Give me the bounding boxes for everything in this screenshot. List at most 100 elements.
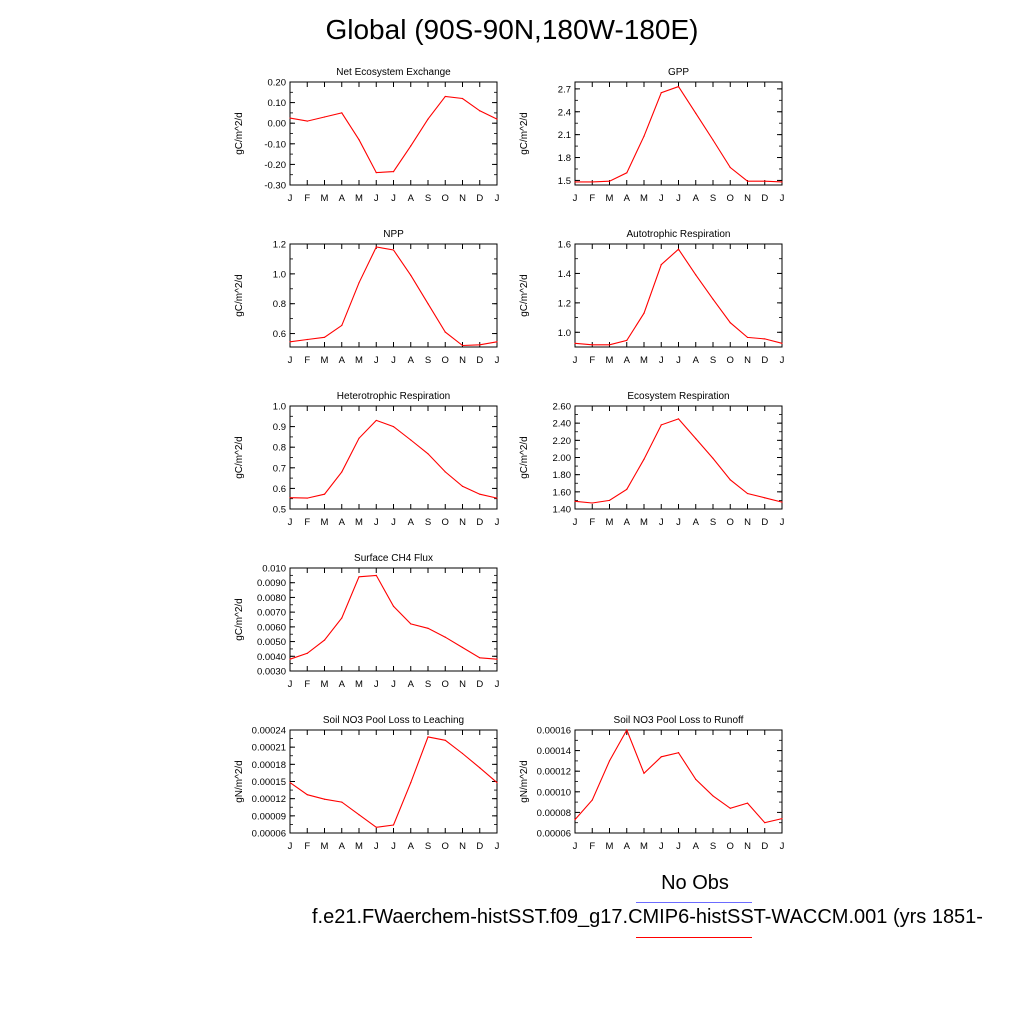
x-tick-label: O (727, 355, 734, 366)
x-tick-label: M (355, 193, 363, 204)
plot-frame (289, 405, 498, 510)
x-tick-label: J (780, 841, 785, 852)
x-tick-label: N (459, 841, 466, 852)
y-tick-label: 1.60 (553, 487, 572, 498)
y-axis-label: gC/m^2/d (234, 598, 245, 641)
data-point (626, 172, 628, 174)
data-point (677, 85, 680, 88)
data-point (781, 342, 783, 344)
x-tick-label: O (727, 841, 734, 852)
x-tick-label: J (374, 679, 379, 690)
data-point (746, 802, 749, 804)
data-point (764, 180, 766, 182)
chart-panel-1: Net Ecosystem Exchange gC/m^2/d 0.20 0.10 0.… (234, 67, 500, 204)
data-point (289, 341, 291, 343)
data-point (461, 752, 464, 755)
x-tick-label: J (374, 517, 379, 528)
y-tick-label: 0.00016 (537, 726, 571, 737)
x-tick-label: J (391, 841, 396, 852)
data-point (574, 181, 576, 183)
data-point (781, 817, 783, 820)
x-tick-label: M (355, 841, 363, 852)
x-tick-label: M (321, 517, 329, 528)
data-point (574, 342, 576, 344)
x-tick-label: J (391, 517, 396, 528)
x-tick-label: J (659, 355, 664, 366)
data-point (591, 344, 593, 346)
x-tick-label: J (676, 517, 681, 528)
data-point (764, 822, 766, 824)
data-point (392, 171, 395, 173)
x-tick-label: J (288, 355, 293, 366)
plot-frame (574, 405, 783, 510)
data-point (746, 180, 749, 182)
y-tick-label: 1.5 (558, 176, 571, 187)
x-tick-label: N (744, 517, 751, 528)
y-axis-label: gC/m^2/d (234, 112, 245, 155)
data-point (444, 331, 446, 333)
x-tick-label: N (744, 193, 751, 204)
x-tick-label: J (659, 517, 664, 528)
x-tick-label: S (425, 517, 431, 528)
data-point (375, 246, 377, 248)
data-point (341, 617, 343, 619)
chart-panel-5: Heterotrophic Respiration gC/m^2/d 1.0 0.9 0… (234, 391, 500, 528)
x-tick-label: A (339, 517, 346, 528)
x-tick-label: J (659, 193, 664, 204)
y-tick-label: 1.2 (558, 298, 571, 309)
data-point (764, 338, 766, 340)
y-tick-label: 1.4 (558, 269, 571, 280)
x-tick-label: A (693, 517, 700, 528)
data-point (626, 488, 628, 490)
y-tick-label: 0.6 (273, 329, 286, 340)
x-tick-label: F (304, 679, 310, 690)
data-point (712, 139, 714, 141)
x-tick-label: S (425, 679, 431, 690)
x-tick-label: F (589, 193, 595, 204)
x-tick-label: A (339, 355, 346, 366)
y-tick-label: 0.0060 (257, 622, 286, 633)
y-tick-label: 0.010 (262, 564, 286, 575)
x-tick-label: A (408, 679, 415, 690)
x-tick-label: A (624, 193, 631, 204)
data-point (496, 782, 498, 784)
x-tick-label: M (321, 679, 329, 690)
x-tick-label: F (589, 841, 595, 852)
data-point (496, 497, 498, 499)
data-point (677, 248, 680, 250)
data-point (427, 303, 429, 305)
data-point (289, 497, 291, 499)
x-tick-label: M (321, 355, 329, 366)
x-tick-label: J (659, 841, 664, 852)
data-point (695, 112, 697, 114)
data-point (626, 339, 628, 341)
data-point (323, 493, 326, 495)
x-tick-label: A (339, 193, 346, 204)
y-axis-label: gN/m^2/d (519, 760, 530, 803)
data-point (392, 824, 395, 826)
x-tick-label: F (304, 193, 310, 204)
x-tick-label: N (459, 355, 466, 366)
x-tick-label: F (589, 517, 595, 528)
x-tick-label: J (676, 355, 681, 366)
data-point (660, 264, 662, 266)
data-point (695, 438, 697, 440)
x-tick-label: M (640, 193, 648, 204)
chart-panel-8: Soil NO3 Pool Loss to Leaching gN/m^2/d 0.… (234, 715, 500, 852)
data-point (341, 112, 343, 114)
data-point (410, 439, 412, 441)
x-tick-label: D (476, 193, 483, 204)
y-tick-label: 0.00009 (252, 811, 286, 822)
data-point (479, 493, 481, 495)
data-point (729, 166, 731, 169)
legend-obs-line (636, 902, 752, 903)
x-tick-label: N (744, 841, 751, 852)
x-tick-label: O (442, 355, 449, 366)
x-tick-label: A (408, 193, 415, 204)
x-tick-label: M (355, 355, 363, 366)
x-tick-label: D (476, 679, 483, 690)
x-tick-label: D (761, 517, 768, 528)
y-tick-label: 2.7 (558, 84, 571, 95)
x-tick-label: J (573, 517, 578, 528)
y-tick-label: 2.1 (558, 130, 571, 141)
